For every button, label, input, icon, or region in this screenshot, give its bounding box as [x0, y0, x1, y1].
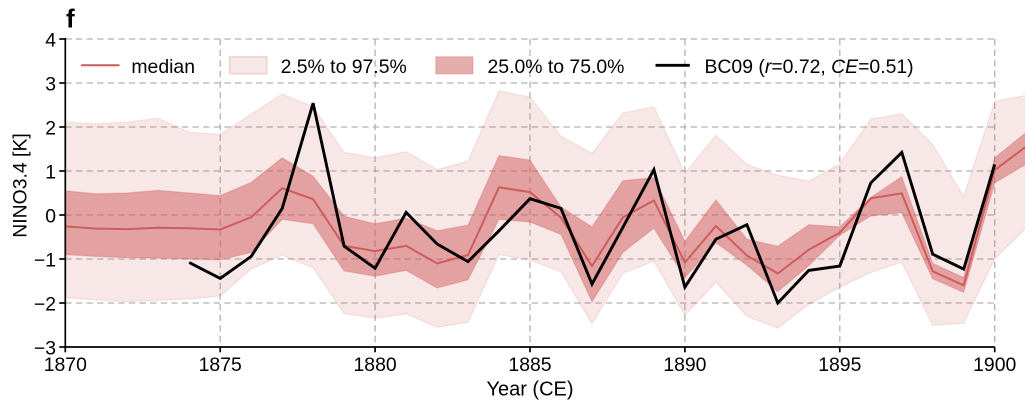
svg-text:BC09 (r=0.72, CE=0.51): BC09 (r=0.72, CE=0.51) — [705, 56, 914, 78]
svg-text:1895: 1895 — [818, 354, 861, 376]
svg-text:f: f — [66, 4, 75, 34]
svg-text:1900: 1900 — [973, 354, 1016, 376]
svg-text:0: 0 — [45, 205, 56, 227]
svg-text:Year (CE): Year (CE) — [486, 378, 573, 400]
svg-text:1875: 1875 — [199, 354, 242, 376]
svg-text:−1: −1 — [34, 249, 56, 271]
svg-text:2: 2 — [45, 117, 56, 139]
svg-text:median: median — [131, 56, 195, 78]
svg-text:25.0% to 75.0%: 25.0% to 75.0% — [488, 56, 625, 78]
svg-text:NINO3.4 [K]: NINO3.4 [K] — [9, 133, 31, 238]
svg-text:1890: 1890 — [663, 354, 706, 376]
svg-text:−3: −3 — [34, 337, 56, 359]
svg-text:−2: −2 — [34, 293, 56, 315]
svg-text:1880: 1880 — [354, 354, 397, 376]
svg-text:4: 4 — [45, 29, 56, 51]
svg-text:1: 1 — [45, 161, 56, 183]
svg-text:1870: 1870 — [44, 354, 87, 376]
svg-text:1885: 1885 — [508, 354, 551, 376]
svg-text:2.5% to 97.5%: 2.5% to 97.5% — [281, 56, 407, 78]
svg-text:3: 3 — [45, 73, 56, 95]
